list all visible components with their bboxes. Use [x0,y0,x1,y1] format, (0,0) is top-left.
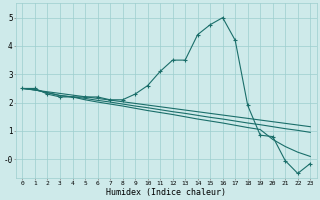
X-axis label: Humidex (Indice chaleur): Humidex (Indice chaleur) [106,188,226,197]
